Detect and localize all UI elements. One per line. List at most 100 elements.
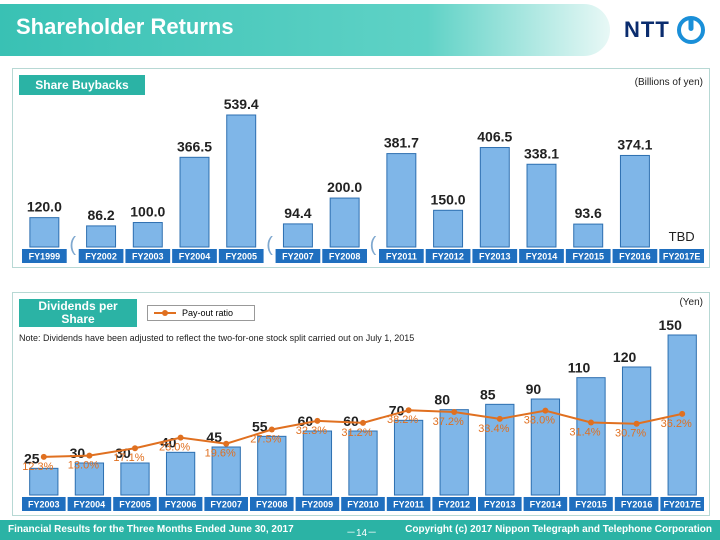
tick-box-FY2003 bbox=[125, 249, 171, 263]
tick-label-FY2008: FY2008 bbox=[256, 500, 288, 510]
payout-label-FY2006: 23.0% bbox=[159, 442, 190, 454]
tick-label-FY2005: FY2005 bbox=[119, 500, 151, 510]
tick-box-FY2015 bbox=[569, 497, 613, 511]
payout-label-FY2009: 32.3% bbox=[296, 425, 327, 437]
value-label-FY2017E: 150 bbox=[659, 317, 683, 333]
payout-label-FY2005: 17.1% bbox=[113, 452, 144, 464]
buybacks-chart: 120.0 FY1999 (86.2 FY2002 100.0 FY2003 366.5 FY… bbox=[22, 96, 704, 263]
value-label-FY2006: 40 bbox=[161, 434, 177, 450]
bar-FY2002 bbox=[86, 225, 117, 248]
tick-label-FY2002: FY2002 bbox=[85, 252, 117, 262]
logo-text: NTT bbox=[624, 17, 670, 42]
axis-break-FY2005: ( bbox=[266, 234, 273, 256]
tick-label-FY2014: FY2014 bbox=[530, 500, 562, 510]
dividends-panel: Dividends per Share (Yen) Note: Dividend… bbox=[12, 292, 710, 516]
tick-label-FY2010: FY2010 bbox=[347, 500, 379, 510]
payout-label-FY2011: 38.2% bbox=[387, 414, 418, 426]
buybacks-panel-title: Share Buybacks bbox=[19, 75, 145, 95]
bar-FY2012 bbox=[433, 209, 464, 248]
bar-FY2016 bbox=[619, 154, 650, 248]
bar-FY2004 bbox=[74, 462, 105, 496]
payout-point-FY2007 bbox=[223, 440, 230, 447]
dividends-unit: (Yen) bbox=[679, 297, 703, 308]
dividends-note: Note: Dividends have been adjusted to re… bbox=[19, 333, 415, 343]
payout-point-FY2006 bbox=[177, 434, 184, 441]
tick-label-FY2012: FY2012 bbox=[432, 252, 464, 262]
payout-point-FY2005 bbox=[132, 445, 138, 452]
value-label-FY2004: 30 bbox=[70, 445, 86, 461]
tick-label-FY2008: FY2008 bbox=[329, 252, 361, 262]
bar-FY2007 bbox=[282, 223, 313, 248]
tick-label-FY2011: FY2011 bbox=[393, 500, 424, 510]
tick-box-FY2007 bbox=[204, 497, 248, 511]
tick-box-FY1999 bbox=[22, 249, 67, 263]
bar-FY2013 bbox=[479, 147, 510, 248]
value-label-FY2005: 539.4 bbox=[224, 96, 259, 112]
value-label-FY2013: 406.5 bbox=[477, 129, 512, 145]
bar-FY1999 bbox=[29, 217, 60, 248]
tick-label-FY1999: FY1999 bbox=[29, 252, 61, 262]
tick-box-FY2014 bbox=[523, 497, 568, 511]
payout-point-FY2011 bbox=[405, 407, 412, 414]
tick-label-FY2014: FY2014 bbox=[526, 252, 558, 262]
tick-box-FY2012 bbox=[432, 497, 476, 511]
value-label-FY2014: 90 bbox=[526, 381, 542, 397]
legend-line-icon bbox=[154, 310, 176, 316]
tick-box-FY2013 bbox=[472, 249, 518, 263]
value-label-FY2015: 93.6 bbox=[575, 205, 602, 221]
payout-point-FY2009 bbox=[314, 417, 321, 424]
bar-FY2014 bbox=[526, 163, 557, 248]
tick-label-FY2005: FY2005 bbox=[225, 252, 257, 262]
tick-box-FY2012 bbox=[425, 249, 471, 263]
payout-point-FY2016 bbox=[633, 420, 640, 427]
payout-point-FY2017E bbox=[679, 410, 686, 417]
header: Shareholder Returns NTT bbox=[0, 0, 720, 60]
tick-label-FY2013: FY2013 bbox=[479, 252, 511, 262]
tick-label-FY2003: FY2003 bbox=[28, 500, 60, 510]
tick-box-FY2004 bbox=[172, 249, 217, 263]
value-label-FY2002: 86.2 bbox=[87, 207, 114, 223]
buybacks-panel: Share Buybacks (Billions of yen) 120.0 FY… bbox=[12, 68, 710, 268]
bar-FY2011 bbox=[393, 419, 424, 496]
bar-FY2011 bbox=[386, 153, 417, 248]
bar-FY2008 bbox=[329, 197, 360, 248]
value-label-FY2007: 94.4 bbox=[284, 205, 311, 221]
tick-box-FY2016 bbox=[612, 249, 658, 263]
tick-box-FY2002 bbox=[78, 249, 124, 263]
tick-label-FY2017E: FY2017E bbox=[663, 500, 701, 510]
tick-label-FY2003: FY2003 bbox=[132, 252, 164, 262]
ntt-logo: NTT bbox=[624, 12, 706, 48]
payout-point-FY2010 bbox=[360, 419, 366, 426]
tick-box-FY2006 bbox=[158, 497, 203, 511]
axis-break-FY1999: ( bbox=[69, 234, 76, 256]
bar-FY2008 bbox=[257, 435, 287, 496]
value-label-FY2003: 100.0 bbox=[130, 204, 165, 220]
tick-label-FY2009: FY2009 bbox=[302, 500, 334, 510]
payout-point-FY2015 bbox=[588, 419, 594, 426]
footer-left: Financial Results for the Three Months E… bbox=[8, 524, 294, 535]
tick-box-FY2007 bbox=[275, 249, 321, 263]
tick-box-FY2010 bbox=[341, 497, 385, 511]
payout-point-FY2008 bbox=[268, 426, 275, 433]
page-number: －14－ bbox=[346, 528, 378, 539]
tick-box-FY2016 bbox=[614, 497, 659, 511]
tick-box-FY2011 bbox=[379, 249, 424, 263]
tick-label-FY2017E: FY2017E bbox=[663, 252, 701, 262]
tick-label-FY2012: FY2012 bbox=[438, 500, 470, 510]
bar-FY2005 bbox=[120, 462, 150, 496]
dividends-chart: 25FY200330FY200430FY200540FY200645FY2007… bbox=[22, 317, 704, 511]
bar-FY2014 bbox=[530, 398, 561, 496]
payout-label-FY2014: 38.0% bbox=[524, 415, 555, 427]
payout-label-FY2008: 27.5% bbox=[250, 434, 281, 446]
tick-box-FY2015 bbox=[565, 249, 611, 263]
value-label-FY2010: 60 bbox=[343, 413, 359, 429]
payout-label-FY2003: 12.3% bbox=[22, 461, 53, 473]
payout-point-FY2012 bbox=[451, 409, 458, 416]
value-label-FY2008: 200.0 bbox=[327, 179, 362, 195]
tick-box-FY2005 bbox=[218, 249, 264, 263]
payout-point-FY2013 bbox=[496, 415, 503, 422]
value-label-FY2003: 25 bbox=[24, 450, 40, 466]
dividends-panel-title: Dividends per Share bbox=[19, 299, 137, 327]
legend: Pay-out ratio bbox=[147, 305, 255, 321]
value-label-FY2009: 60 bbox=[298, 413, 314, 429]
